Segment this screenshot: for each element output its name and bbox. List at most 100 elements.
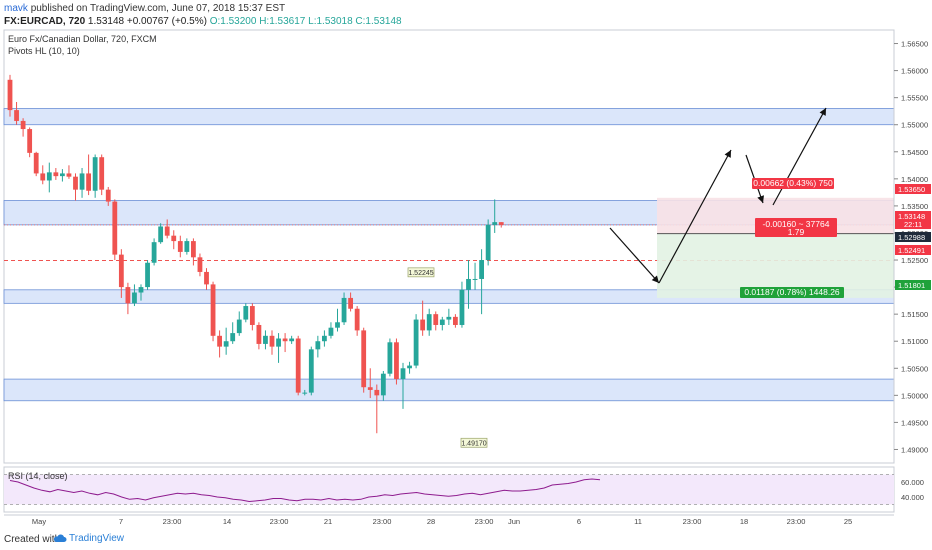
price-badge-bg: [895, 280, 931, 290]
candle-body: [315, 341, 321, 350]
high-value: H:1.53617: [259, 16, 306, 27]
target-label-text: 0.01187 (0.78%) 1448.26: [744, 287, 840, 297]
candle: [14, 101, 19, 125]
quote-line: FX:EURCAD, 720 1.53148 +0.00767 (+0.5%) …: [4, 16, 402, 27]
tradingview-brand[interactable]: TradingView: [69, 533, 125, 544]
candle: [249, 303, 255, 331]
candle: [446, 308, 452, 325]
time-tick-label: 23:00: [373, 517, 392, 526]
candle: [217, 330, 222, 358]
projection-arrow: [609, 227, 660, 284]
candle: [420, 300, 426, 336]
candle: [112, 199, 118, 261]
candle: [27, 127, 33, 158]
symbol-label: FX:EURCAD, 720: [4, 16, 86, 27]
price-tick-label: 1.56000: [901, 67, 928, 76]
price-tick-label: 1.50500: [901, 364, 928, 373]
candle: [492, 199, 498, 233]
candle: [433, 311, 439, 331]
rsi-label: RSI (14, close): [8, 471, 68, 481]
price-tick-label: 1.50000: [901, 391, 928, 400]
candle-body: [223, 341, 229, 347]
candle-body: [164, 226, 170, 236]
candle-body: [492, 222, 498, 225]
candle: [453, 314, 458, 328]
candle-body: [191, 241, 196, 258]
candle: [367, 368, 373, 399]
candle-body: [132, 292, 137, 304]
candle: [361, 327, 367, 393]
candle-body: [177, 241, 183, 252]
candle-body: [138, 287, 144, 293]
rsi-tick-label: 60.000: [901, 478, 924, 487]
low-value: L:1.53018: [308, 16, 353, 27]
time-tick-label: May: [32, 517, 46, 526]
target-label-bg: [740, 287, 844, 298]
candle: [243, 303, 249, 323]
time-tick-label: 6: [577, 517, 581, 526]
last-price: 1.53148: [87, 16, 125, 27]
candle-body: [236, 319, 242, 334]
candle: [125, 282, 131, 315]
candle-body: [171, 235, 177, 242]
price-badge-countdown: 22:11: [904, 220, 922, 229]
pivot-label: 1.52245: [407, 267, 435, 278]
time-tick-label: 18: [740, 517, 748, 526]
time-tick-label: 23:00: [683, 517, 702, 526]
price-tick-label: 1.49000: [901, 445, 928, 454]
candle: [407, 361, 412, 374]
candle: [33, 151, 39, 177]
candle-body: [367, 387, 373, 390]
time-tick-label: 25: [844, 517, 852, 526]
price-tick-label: 1.51000: [901, 337, 928, 346]
price-tick-label: 1.54000: [901, 175, 928, 184]
candle-body: [46, 172, 52, 181]
candle: [66, 165, 72, 179]
candle-body: [426, 314, 432, 331]
candle-body: [472, 278, 478, 280]
candle-body: [302, 392, 308, 394]
candle: [20, 118, 26, 137]
candle-body: [92, 157, 98, 191]
candle: [151, 238, 157, 266]
candle: [53, 168, 59, 180]
price-badge: 1.52988: [895, 232, 931, 242]
candle: [230, 322, 236, 344]
risk-label: [755, 218, 837, 237]
rsi-tick-label: 40.000: [901, 493, 924, 502]
author-link[interactable]: mavk: [4, 3, 28, 14]
stop-label-bg: [752, 178, 834, 189]
footer: Created with TradingView: [0, 530, 932, 550]
candle-body: [105, 189, 111, 202]
tradingview-cloud-icon: [53, 534, 67, 542]
candle: [164, 219, 170, 239]
candle-body: [151, 242, 157, 263]
candle: [46, 162, 52, 193]
candle-body: [256, 324, 262, 344]
candle: [7, 74, 13, 117]
candle: [263, 330, 268, 350]
candle: [289, 335, 295, 344]
candle-body: [289, 338, 295, 342]
pivot-label-text: 1.52245: [408, 270, 433, 277]
candle-body: [420, 319, 426, 331]
candle: [105, 186, 111, 206]
candle: [459, 281, 465, 328]
time-tick-label: 21: [324, 517, 332, 526]
candle: [400, 362, 406, 409]
candle-body: [125, 287, 131, 304]
time-tick-label: 11: [634, 517, 642, 526]
price-badge-bg: [895, 211, 931, 229]
candle-body: [73, 176, 78, 190]
candle: [374, 384, 380, 434]
price-badge-text: 1.52491: [898, 246, 925, 255]
candle-body: [341, 297, 347, 323]
candle-body: [433, 314, 439, 325]
candle-body: [466, 278, 471, 290]
candle: [236, 311, 242, 336]
candle: [282, 333, 288, 353]
candle-body: [485, 224, 491, 261]
candle-body: [197, 257, 203, 272]
price-tick-label: 1.55500: [901, 94, 928, 103]
